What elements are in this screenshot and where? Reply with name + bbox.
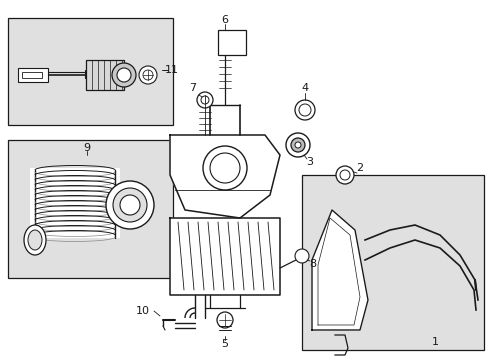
Ellipse shape	[28, 230, 42, 250]
Text: 4: 4	[301, 83, 308, 93]
Circle shape	[217, 312, 232, 328]
Circle shape	[335, 166, 353, 184]
Text: 11: 11	[164, 65, 179, 75]
Text: 8: 8	[309, 259, 316, 269]
Circle shape	[294, 249, 308, 263]
Text: 2: 2	[356, 163, 363, 173]
Bar	[30, 168, 120, 238]
Circle shape	[106, 181, 154, 229]
Polygon shape	[170, 218, 280, 295]
Circle shape	[197, 92, 213, 108]
Circle shape	[120, 195, 140, 215]
Bar	[86, 60, 124, 90]
Circle shape	[117, 68, 131, 82]
Bar	[8, 140, 173, 278]
Text: 6: 6	[221, 15, 228, 25]
Circle shape	[294, 142, 301, 148]
Text: 3: 3	[306, 157, 313, 167]
Circle shape	[113, 188, 147, 222]
Bar	[302, 175, 483, 350]
Circle shape	[203, 146, 246, 190]
Circle shape	[201, 96, 208, 104]
Text: 10: 10	[136, 306, 150, 316]
Circle shape	[339, 170, 349, 180]
Ellipse shape	[24, 225, 46, 255]
Bar	[18, 68, 48, 82]
Text: 1: 1	[430, 337, 438, 347]
Circle shape	[142, 70, 153, 80]
Bar	[218, 30, 245, 55]
Text: 5: 5	[221, 339, 228, 349]
Text: 7: 7	[189, 83, 196, 93]
Bar	[22, 72, 42, 78]
Circle shape	[285, 133, 309, 157]
Bar	[8, 18, 173, 125]
Circle shape	[294, 100, 314, 120]
Text: 9: 9	[83, 143, 90, 153]
Circle shape	[298, 104, 310, 116]
Polygon shape	[170, 135, 280, 218]
Circle shape	[290, 138, 305, 152]
Circle shape	[112, 63, 136, 87]
Polygon shape	[311, 210, 367, 330]
Circle shape	[209, 153, 240, 183]
Circle shape	[139, 66, 157, 84]
